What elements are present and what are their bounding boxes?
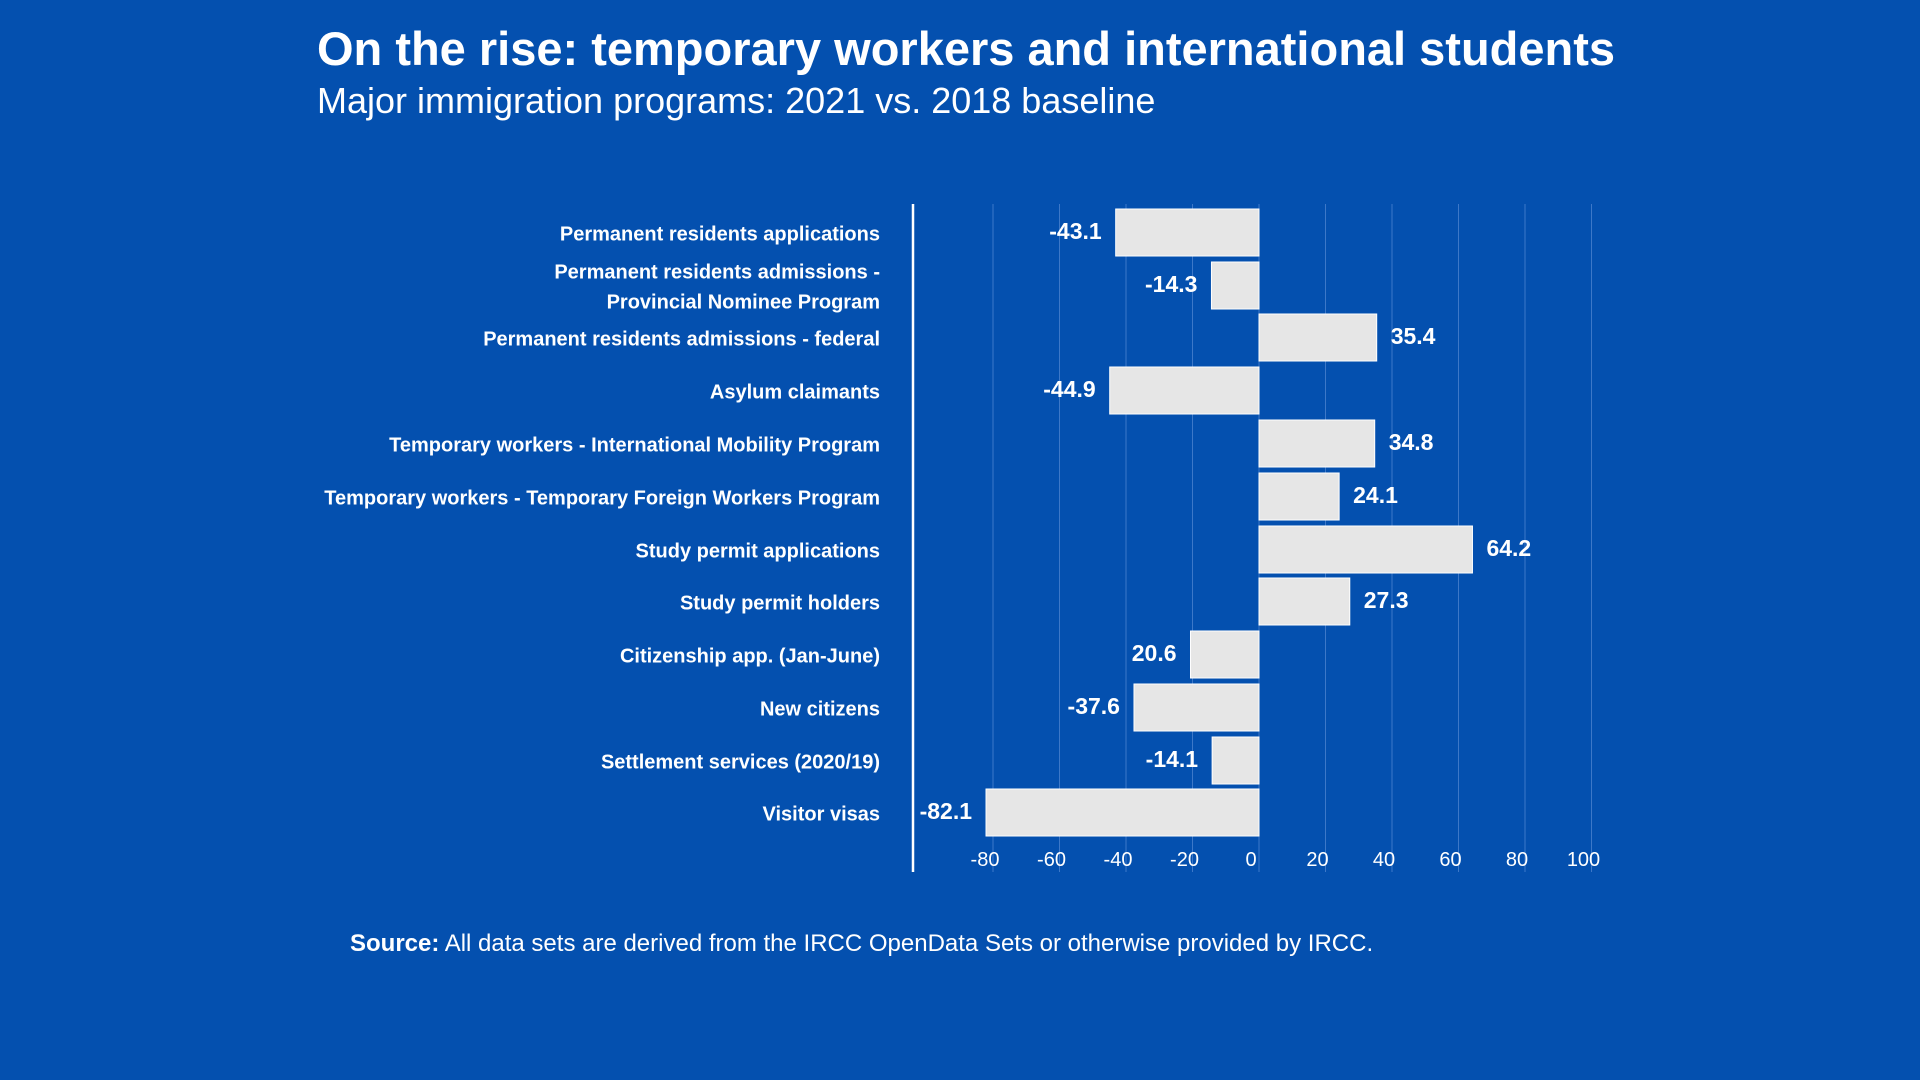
category-label: New citizens xyxy=(760,699,880,721)
source-label: Source: xyxy=(350,930,440,957)
data-label: 24.1 xyxy=(1353,482,1398,508)
bar xyxy=(1258,472,1340,521)
bar xyxy=(1258,313,1378,362)
x-tick-label: 20 xyxy=(1306,849,1328,871)
bars xyxy=(985,208,1473,837)
data-label: -82.1 xyxy=(920,798,973,824)
data-label: -44.9 xyxy=(1043,376,1095,402)
x-axis-ticks: -80 -60 -40 -20 0 20 40 60 80 100 xyxy=(971,849,1601,871)
x-tick-label: 80 xyxy=(1506,849,1528,871)
bar xyxy=(1258,525,1473,574)
bar xyxy=(1109,366,1260,415)
category-label: Permanent residents admissions -Provinci… xyxy=(554,262,880,314)
data-label: 20.6 xyxy=(1132,640,1177,666)
x-tick-label: 40 xyxy=(1373,849,1395,871)
category-label: Permanent residents applications xyxy=(560,224,880,246)
data-label: -43.1 xyxy=(1049,218,1102,244)
x-tick-label: -60 xyxy=(1037,849,1066,871)
data-label: 35.4 xyxy=(1391,323,1436,349)
category-labels: Permanent residents applications Permanen… xyxy=(324,224,880,826)
x-tick-label: 100 xyxy=(1567,849,1600,871)
bar xyxy=(985,788,1260,837)
category-label: Citizenship app. (Jan-June) xyxy=(620,646,880,668)
x-tick-label: -80 xyxy=(971,849,1000,871)
chart-title: On the rise: temporary workers and inter… xyxy=(317,22,1616,75)
data-label: -37.6 xyxy=(1068,693,1120,719)
chart-subtitle: Major immigration programs: 2021 vs. 201… xyxy=(317,80,1156,121)
x-tick-label: 0 xyxy=(1245,849,1256,871)
category-label: Asylum claimants xyxy=(710,382,880,404)
data-label: -14.3 xyxy=(1145,271,1197,297)
data-label: 64.2 xyxy=(1486,535,1531,561)
category-label: Permanent residents admissions - federal xyxy=(483,329,880,351)
bar xyxy=(1133,683,1260,732)
bar xyxy=(1190,630,1260,679)
data-label: -14.1 xyxy=(1146,746,1199,772)
bar xyxy=(1210,261,1260,310)
category-label: Study permit holders xyxy=(680,593,880,615)
source-note: Source: All data sets are derived from t… xyxy=(350,930,1373,958)
bar xyxy=(1115,208,1260,257)
source-text: All data sets are derived from the IRCC … xyxy=(439,930,1374,957)
bar xyxy=(1211,736,1260,785)
data-label: 27.3 xyxy=(1364,587,1409,613)
category-label: Study permit applications xyxy=(636,541,880,563)
category-label: Settlement services (2020/19) xyxy=(601,752,880,774)
x-tick-label: -40 xyxy=(1104,849,1133,871)
data-labels: -43.1 -14.3 35.4 -44.9 34.8 24.1 64.2 27.3 20.6 -… xyxy=(920,218,1532,824)
category-label: Temporary workers - Temporary Foreign Wo… xyxy=(324,488,880,510)
x-tick-label: 60 xyxy=(1439,849,1461,871)
category-label: Visitor visas xyxy=(763,804,880,826)
x-tick-label: -20 xyxy=(1170,849,1199,871)
bar xyxy=(1258,577,1351,626)
bar xyxy=(1258,419,1376,468)
category-label: Temporary workers - International Mobili… xyxy=(389,435,880,457)
data-label: 34.8 xyxy=(1389,429,1434,455)
